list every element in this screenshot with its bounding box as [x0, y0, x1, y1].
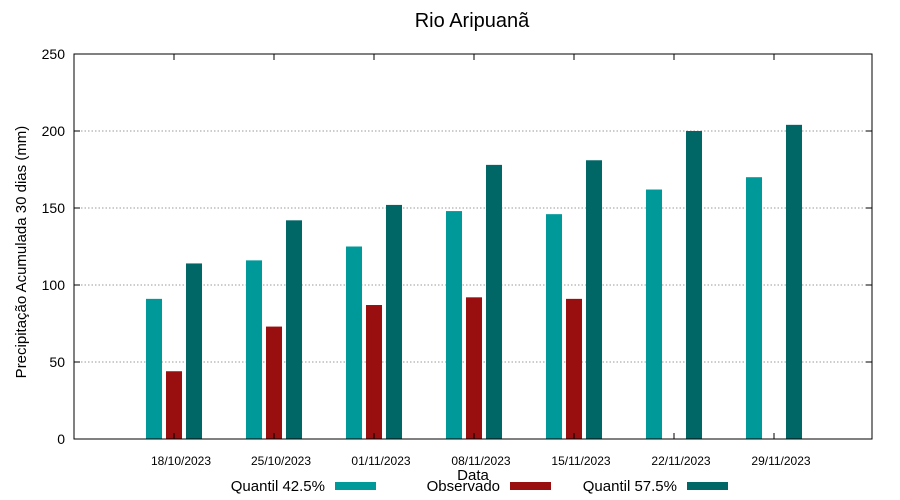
- bar-quantil-57-5--2: [286, 220, 302, 439]
- x-tick-label: 29/11/2023: [751, 454, 810, 468]
- bar-quantil-42-5--1: [146, 298, 162, 439]
- legend-label-1: Quantil 42.5%: [231, 478, 325, 495]
- y-tick-label: 100: [42, 277, 66, 293]
- bar-observado-3: [366, 305, 382, 439]
- x-tick-label: 22/11/2023: [651, 454, 710, 468]
- bar-quantil-57-5--7: [786, 124, 802, 439]
- bar-quantil-57-5--1: [186, 263, 202, 439]
- legend-swatch-2: [510, 482, 551, 490]
- bar-observado-2: [266, 326, 282, 439]
- legend: Quantil 42.5% Observado Quantil 57.5%: [231, 478, 728, 495]
- bar-quantil-42-5--6: [646, 189, 662, 439]
- y-ticks: 0 50 100 150 200 250: [42, 46, 872, 447]
- x-tick-label: 08/11/2023: [451, 454, 510, 468]
- bar-quantil-42-5--7: [746, 177, 762, 439]
- legend-swatch-3: [687, 482, 728, 490]
- bar-quantil-57-5--5: [586, 160, 602, 439]
- legend-swatch-1: [335, 482, 376, 490]
- plot-frame: [73, 53, 873, 440]
- bar-quantil-42-5--2: [246, 260, 262, 439]
- bar-observado-5: [566, 298, 582, 439]
- bars: [146, 124, 802, 439]
- x-axis-label: Data: [457, 467, 489, 484]
- y-tick-label: 150: [42, 200, 66, 216]
- chart-title: Rio Aripuanã: [415, 10, 530, 32]
- bar-quantil-57-5--4: [486, 164, 502, 439]
- bar-quantil-57-5--6: [686, 131, 702, 439]
- x-tick-label: 15/11/2023: [551, 454, 610, 468]
- y-tick-label: 0: [57, 431, 65, 447]
- y-tick-label: 250: [42, 46, 66, 62]
- bar-observado-4: [466, 297, 482, 439]
- bar-quantil-42-5--5: [546, 214, 562, 439]
- x-tick-label: 01/11/2023: [351, 454, 410, 468]
- bar-quantil-42-5--3: [346, 246, 362, 439]
- y-axis-label: Precipitação Acumulada 30 dias (mm): [13, 126, 30, 379]
- bar-quantil-42-5--4: [446, 211, 462, 439]
- bar-observado-1: [166, 371, 182, 439]
- legend-label-3: Quantil 57.5%: [583, 478, 677, 495]
- x-ticks: 18/10/2023 25/10/2023 01/11/2023 08/11/2023…: [151, 54, 811, 468]
- legend-label-2: Observado: [427, 478, 500, 495]
- x-tick-label: 18/10/2023: [151, 454, 211, 468]
- x-tick-label: 25/10/2023: [251, 454, 311, 468]
- y-tick-label: 50: [49, 354, 65, 370]
- bar-quantil-57-5--3: [386, 204, 402, 439]
- y-tick-label: 200: [42, 123, 66, 139]
